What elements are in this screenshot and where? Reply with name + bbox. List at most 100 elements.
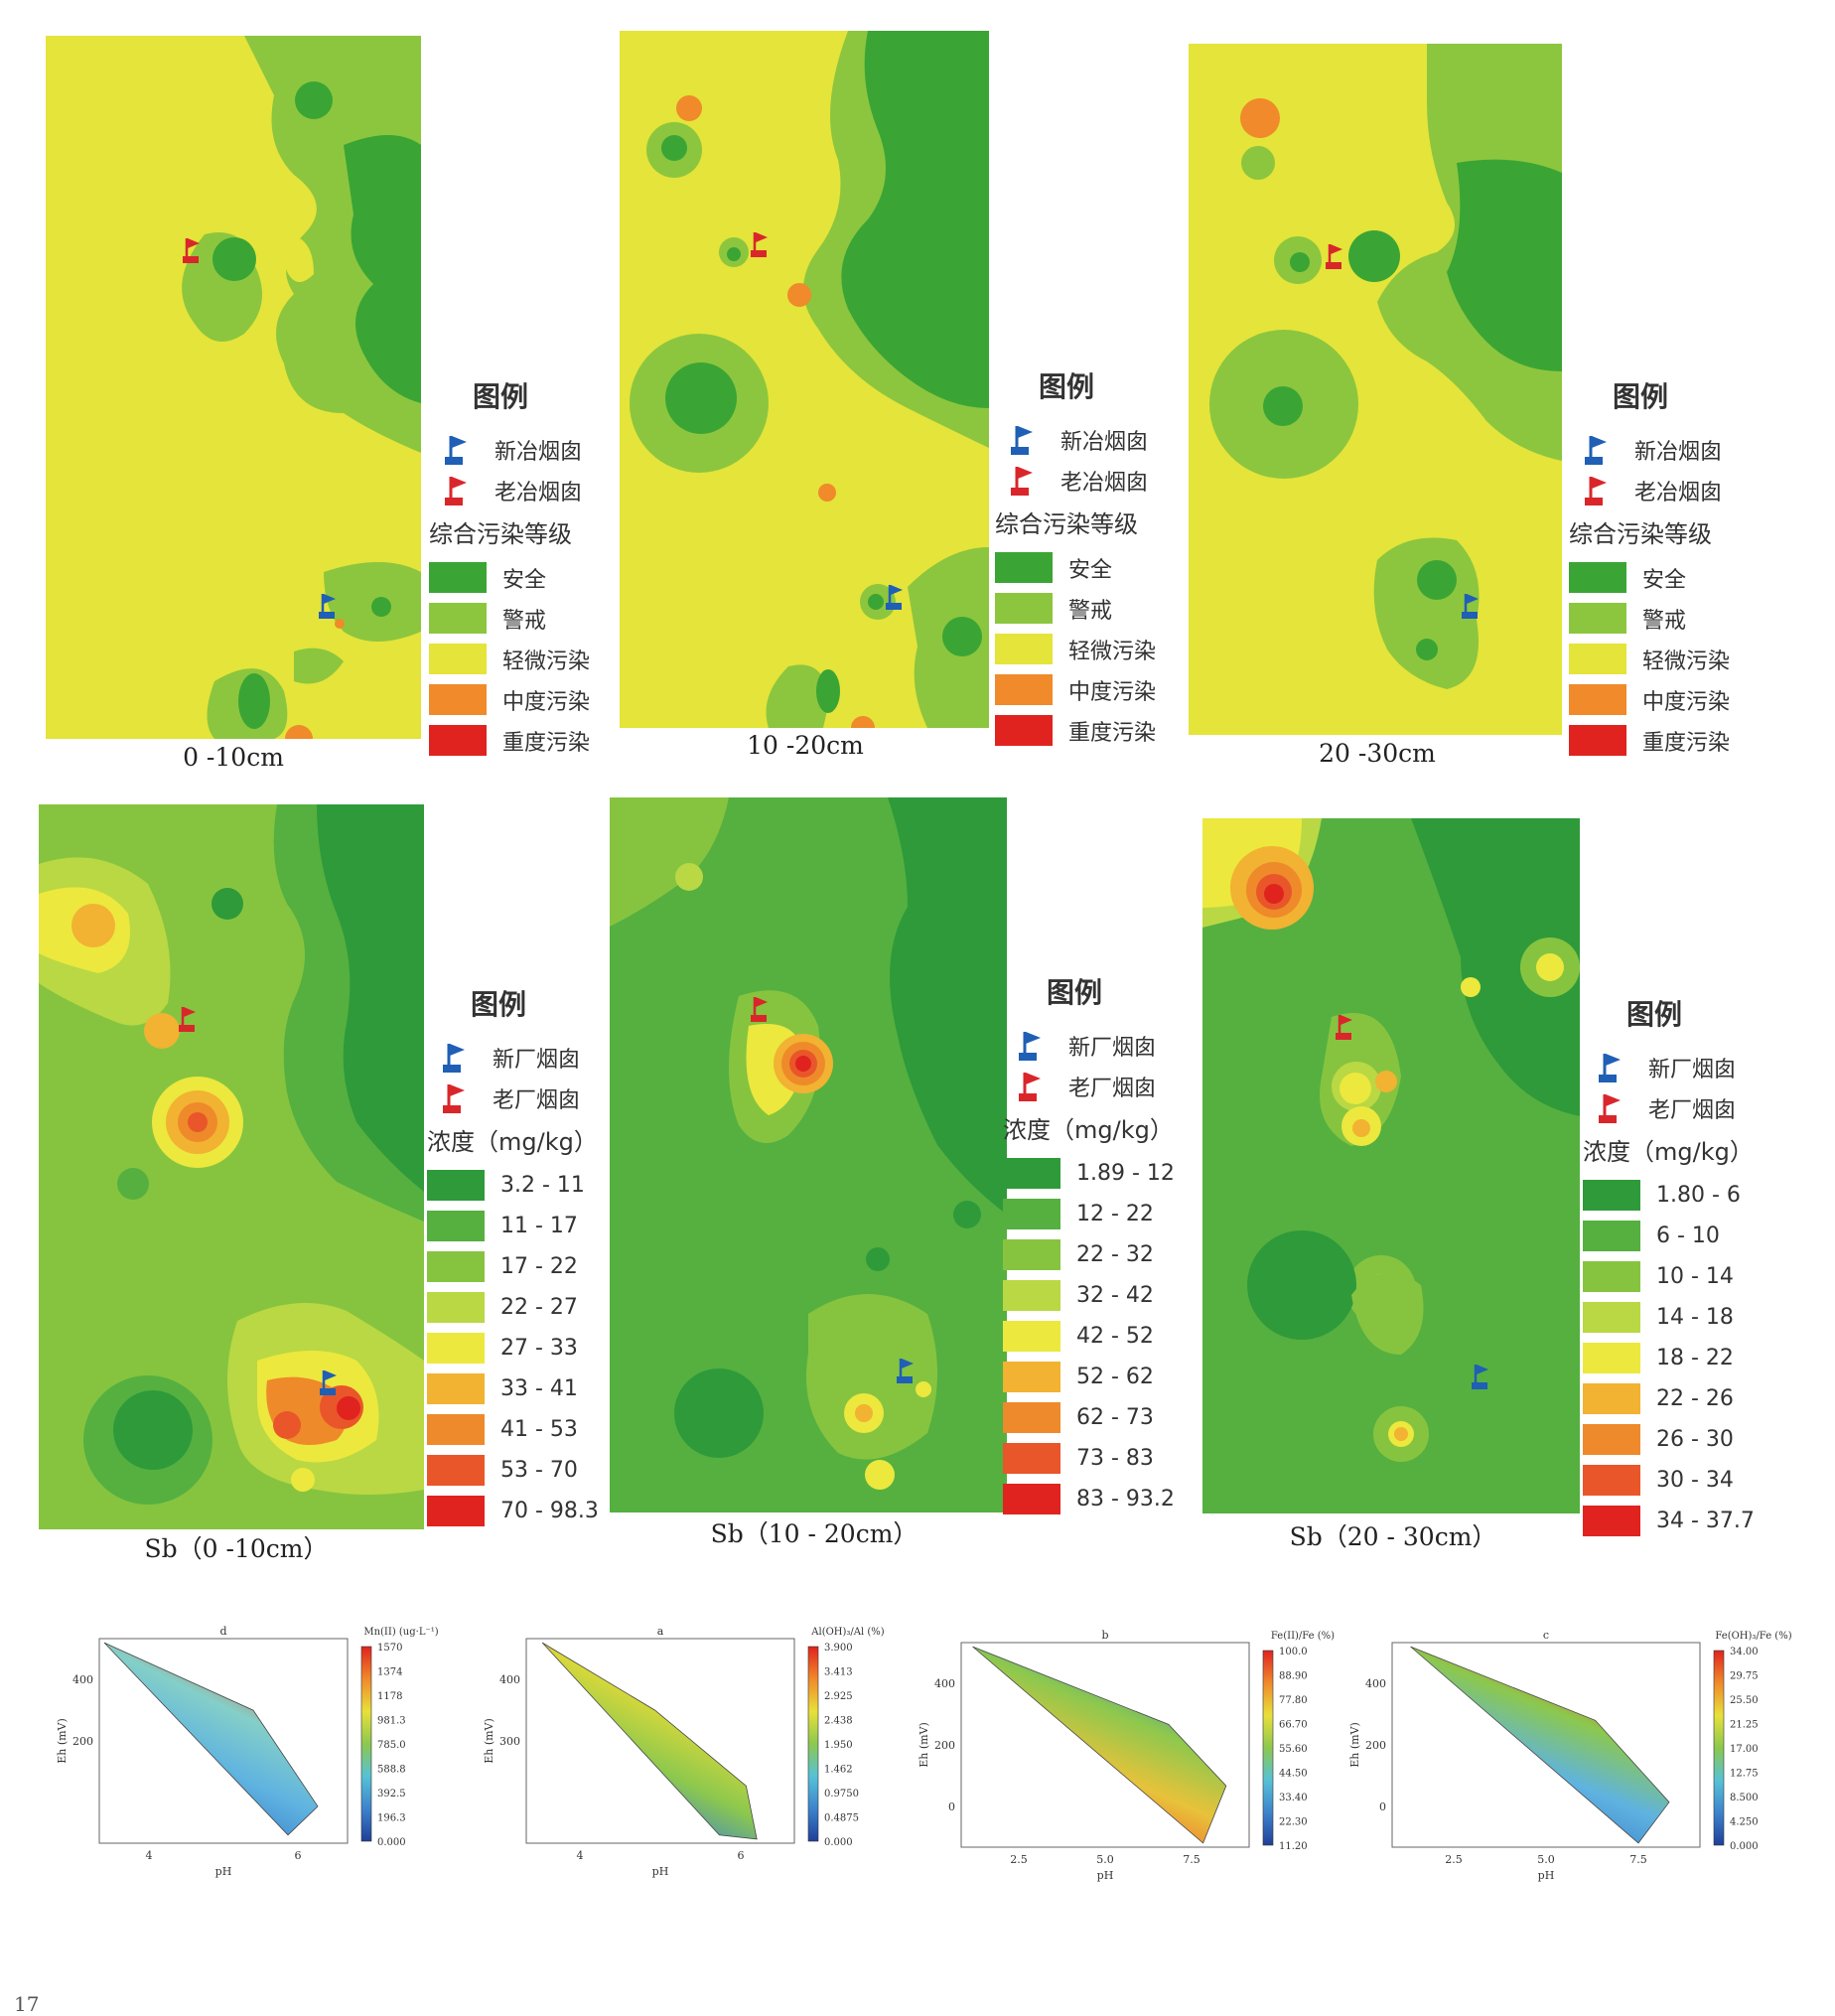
blue-flag-icon bbox=[1585, 435, 1607, 465]
legend-title: 图例 bbox=[1047, 976, 1103, 1009]
blue-flag-icon bbox=[1019, 1031, 1041, 1061]
colorbar-tick-label: 0.4875 bbox=[824, 1813, 859, 1824]
old-chimney-flag-icon bbox=[1336, 1015, 1352, 1040]
legend-unit: 浓度（mg/kg） bbox=[427, 1128, 598, 1156]
x-tick-label: 4 bbox=[146, 1849, 153, 1862]
legend-class-label: 52 - 62 bbox=[1076, 1365, 1154, 1389]
pollution-map-0-10 bbox=[46, 36, 421, 739]
legend-class-swatch bbox=[1003, 1484, 1060, 1514]
legend-class-swatch bbox=[427, 1455, 485, 1486]
x-tick-label: 6 bbox=[738, 1849, 745, 1862]
colorbar-tick-label: 0.000 bbox=[824, 1837, 853, 1848]
colorbar-tick-label: 1570 bbox=[377, 1643, 402, 1654]
colorbar-label: Fe(OH)₃/Fe (%) bbox=[1715, 1631, 1791, 1642]
new-chimney-flag-icon bbox=[897, 1359, 914, 1383]
legend-class-label: 73 - 83 bbox=[1076, 1446, 1154, 1471]
legend-level: 警戒 bbox=[1068, 598, 1113, 624]
legend-level: 轻微污染 bbox=[502, 648, 591, 674]
legend-new-chimney: 新冶烟囱 bbox=[1060, 429, 1149, 455]
map-caption: Sb（0 -10cm） bbox=[144, 1534, 329, 1563]
legend-class-row: 12 - 22 bbox=[1003, 1194, 1201, 1234]
y-axis-label: Eh (mV) bbox=[1348, 1722, 1361, 1768]
chart-svg: c 400 200 0 2.5 5.0 7.5 pH Eh (mV) Fe(OH)₃/Fe (%)… bbox=[1348, 1629, 1792, 1882]
colorbar-tick-label: 22.30 bbox=[1279, 1817, 1308, 1828]
new-chimney-flag-icon bbox=[1462, 594, 1479, 619]
legend-class-swatch bbox=[1583, 1302, 1640, 1333]
legend-class-swatch bbox=[1003, 1321, 1060, 1352]
legend-class-label: 41 - 53 bbox=[500, 1417, 578, 1442]
legend-old-chimney: 老厂烟囱 bbox=[1648, 1097, 1737, 1123]
x-axis-label: pH bbox=[215, 1865, 232, 1878]
old-chimney-flag-icon bbox=[1326, 244, 1342, 269]
legend-new-chimney: 新厂烟囱 bbox=[493, 1047, 581, 1073]
legend-class-row: 70 - 98.3 bbox=[427, 1491, 616, 1531]
legend-levels-title: 综合污染等级 bbox=[429, 520, 572, 548]
new-chimney-flag-icon bbox=[1472, 1365, 1488, 1389]
legend-class-label: 6 - 10 bbox=[1656, 1224, 1720, 1248]
y-tick-label: 400 bbox=[934, 1677, 955, 1690]
legend-level: 重度污染 bbox=[502, 730, 591, 756]
legend-class-swatch bbox=[427, 1414, 485, 1445]
colorbar-tick-label: 3.900 bbox=[824, 1643, 853, 1654]
stability-field bbox=[1410, 1646, 1670, 1844]
legend-class-swatch bbox=[1583, 1180, 1640, 1211]
chart-title: b bbox=[1101, 1629, 1108, 1642]
legend-class-label: 11 - 17 bbox=[500, 1214, 578, 1238]
colorbar-tick-label: 981.3 bbox=[377, 1716, 406, 1727]
legend-class-swatch bbox=[1003, 1280, 1060, 1311]
x-axis-label: pH bbox=[1097, 1869, 1114, 1882]
red-flag-icon bbox=[1011, 466, 1033, 496]
old-chimney-flag-icon bbox=[751, 232, 768, 257]
legend-class-row: 30 - 34 bbox=[1583, 1460, 1781, 1501]
colorbar bbox=[360, 1646, 372, 1842]
legend-class-swatch bbox=[427, 1496, 485, 1526]
swatch-light bbox=[1569, 644, 1626, 674]
legend-class-swatch bbox=[1003, 1402, 1060, 1433]
legend-title: 图例 bbox=[473, 380, 529, 413]
legend-new-chimney: 新厂烟囱 bbox=[1648, 1057, 1737, 1082]
eh-ph-chart: c 400 200 0 2.5 5.0 7.5 pH Eh (mV) Fe(OH)₃/Fe (%)… bbox=[1342, 1625, 1799, 1893]
chart-svg: a 400 300 4 6 pH Eh (mV) Al(OH)₃/Al (%) 3.900 3.4… bbox=[483, 1625, 885, 1878]
colorbar bbox=[807, 1646, 819, 1842]
legend-old-chimney: 老冶烟囱 bbox=[1060, 470, 1149, 496]
colorbar-label: Al(OH)₃/Al (%) bbox=[810, 1627, 885, 1638]
blue-flag-icon bbox=[1011, 425, 1033, 455]
swatch-alert bbox=[1569, 603, 1626, 634]
legend-class-label: 27 - 33 bbox=[500, 1336, 578, 1361]
legend-class-swatch bbox=[427, 1292, 485, 1323]
swatch-safe bbox=[995, 552, 1053, 583]
legend-class-swatch bbox=[427, 1251, 485, 1282]
legend-classes: 1.80 - 6 6 - 10 10 - 14 14 - 18 18 - 22 22 - … bbox=[1583, 1175, 1781, 1541]
legend-sb-20-30: 图例 新厂烟囱 老厂烟囱 浓度（mg/kg） 1.80 - 6 6 - 10 10 … bbox=[1583, 993, 1781, 1541]
colorbar-tick-label: 2.438 bbox=[824, 1716, 853, 1727]
legend-level: 中度污染 bbox=[1642, 689, 1731, 715]
legend-new-chimney: 新厂烟囱 bbox=[1068, 1035, 1157, 1061]
x-tick-label: 7.5 bbox=[1629, 1853, 1647, 1866]
legend-level: 安全 bbox=[502, 567, 547, 593]
legend-class-swatch bbox=[1003, 1239, 1060, 1270]
legend-class-swatch bbox=[427, 1170, 485, 1201]
y-tick-label: 0 bbox=[1379, 1800, 1386, 1813]
colorbar-tick-label: 88.90 bbox=[1279, 1671, 1308, 1682]
legend-class-row: 11 - 17 bbox=[427, 1206, 616, 1246]
legend-sb-0-10: 图例 新厂烟囱 老厂烟囱 浓度（mg/kg） 3.2 - 11 11 - 17 17… bbox=[427, 983, 616, 1531]
legend-class-row: 62 - 73 bbox=[1003, 1397, 1201, 1438]
legend-class-label: 32 - 42 bbox=[1076, 1283, 1154, 1308]
new-chimney-flag-icon bbox=[319, 594, 336, 619]
chart-title: d bbox=[219, 1625, 226, 1638]
legend-unit: 浓度（mg/kg） bbox=[1583, 1138, 1754, 1166]
legend-class-label: 53 - 70 bbox=[500, 1458, 578, 1483]
map-caption: Sb（20 - 30cm） bbox=[1289, 1522, 1497, 1551]
old-chimney-flag-icon bbox=[751, 997, 768, 1022]
swatch-alert bbox=[995, 593, 1053, 624]
sb-map-20-30 bbox=[1202, 818, 1580, 1513]
legend-class-swatch bbox=[1003, 1362, 1060, 1392]
y-tick-label: 400 bbox=[499, 1673, 520, 1686]
red-flag-icon bbox=[443, 1083, 465, 1113]
x-tick-label: 7.5 bbox=[1183, 1853, 1200, 1866]
map-caption: 20 -30cm bbox=[1319, 739, 1436, 768]
x-tick-label: 4 bbox=[577, 1849, 584, 1862]
legend-class-label: 33 - 41 bbox=[500, 1376, 578, 1401]
legend-title: 图例 bbox=[1613, 380, 1669, 413]
legend-title: 图例 bbox=[471, 988, 527, 1021]
